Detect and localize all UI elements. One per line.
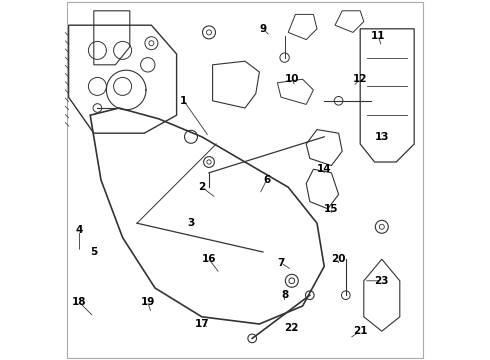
Text: 22: 22 [285, 323, 299, 333]
Text: 2: 2 [198, 182, 205, 192]
Text: 12: 12 [353, 74, 368, 84]
Text: 19: 19 [141, 297, 155, 307]
Text: 15: 15 [324, 204, 339, 214]
Text: 23: 23 [374, 276, 389, 286]
Text: 17: 17 [195, 319, 209, 329]
Text: 13: 13 [374, 132, 389, 142]
Text: 16: 16 [202, 254, 216, 264]
Text: 20: 20 [331, 254, 346, 264]
Text: 10: 10 [285, 74, 299, 84]
Text: 9: 9 [259, 24, 267, 34]
Text: 6: 6 [263, 175, 270, 185]
Text: 11: 11 [371, 31, 386, 41]
Text: 14: 14 [317, 164, 332, 174]
Text: 18: 18 [72, 297, 87, 307]
Text: 5: 5 [90, 247, 98, 257]
Text: 21: 21 [353, 326, 368, 336]
Text: 3: 3 [187, 218, 195, 228]
Text: 8: 8 [281, 290, 288, 300]
Text: 1: 1 [180, 96, 188, 106]
Text: 7: 7 [277, 258, 285, 268]
Text: 4: 4 [76, 225, 83, 235]
